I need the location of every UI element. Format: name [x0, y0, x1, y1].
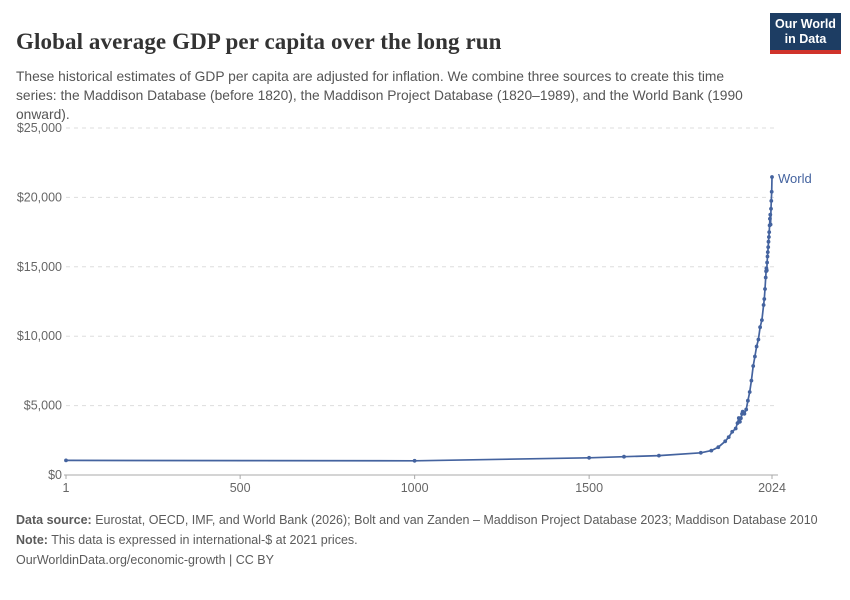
note-line: Note: This data is expressed in internat…: [16, 531, 818, 549]
owid-logo-stripe: [770, 50, 841, 54]
world-gdp-line: [65, 176, 773, 462]
series-label-world: World: [778, 171, 812, 186]
svg-text:$10,000: $10,000: [17, 329, 62, 343]
y-axis-labels: $0 $5,000 $10,000 $15,000 $20,000 $25,000: [17, 121, 62, 482]
note-text: This data is expressed in international-…: [47, 533, 358, 547]
owid-logo-line1: Our World: [775, 17, 836, 31]
x-axis-labels: 1 500 1000 1500 2024: [63, 481, 786, 495]
svg-text:$0: $0: [48, 468, 62, 482]
world-gdp-points: [64, 175, 774, 463]
chart-title: Global average GDP per capita over the l…: [16, 29, 502, 55]
chart-subtitle: These historical estimates of GDP per ca…: [16, 68, 743, 122]
citation-link[interactable]: OurWorldinData.org/economic-growth | CC …: [16, 553, 274, 567]
svg-text:1500: 1500: [575, 481, 603, 495]
svg-text:1: 1: [63, 481, 70, 495]
svg-text:2024: 2024: [758, 481, 786, 495]
note-label: Note:: [16, 533, 48, 547]
y-gridlines: [66, 127, 778, 407]
data-source-line: Data source: Eurostat, OECD, IMF, and Wo…: [16, 511, 818, 529]
owid-logo-line2: in Data: [784, 32, 827, 46]
svg-text:$15,000: $15,000: [17, 260, 62, 274]
svg-text:$20,000: $20,000: [17, 190, 62, 204]
x-axis: [64, 474, 778, 479]
chart-footer: Data source: Eurostat, OECD, IMF, and Wo…: [16, 511, 818, 571]
owid-logo-box: Our World in Data: [770, 13, 841, 50]
svg-text:$5,000: $5,000: [24, 399, 62, 413]
data-source-label: Data source:: [16, 513, 92, 527]
svg-text:500: 500: [230, 481, 251, 495]
data-source-text: Eurostat, OECD, IMF, and World Bank (202…: [91, 513, 818, 527]
svg-text:$25,000: $25,000: [17, 121, 62, 135]
svg-text:1000: 1000: [401, 481, 429, 495]
owid-logo: Our World in Data: [770, 13, 841, 54]
